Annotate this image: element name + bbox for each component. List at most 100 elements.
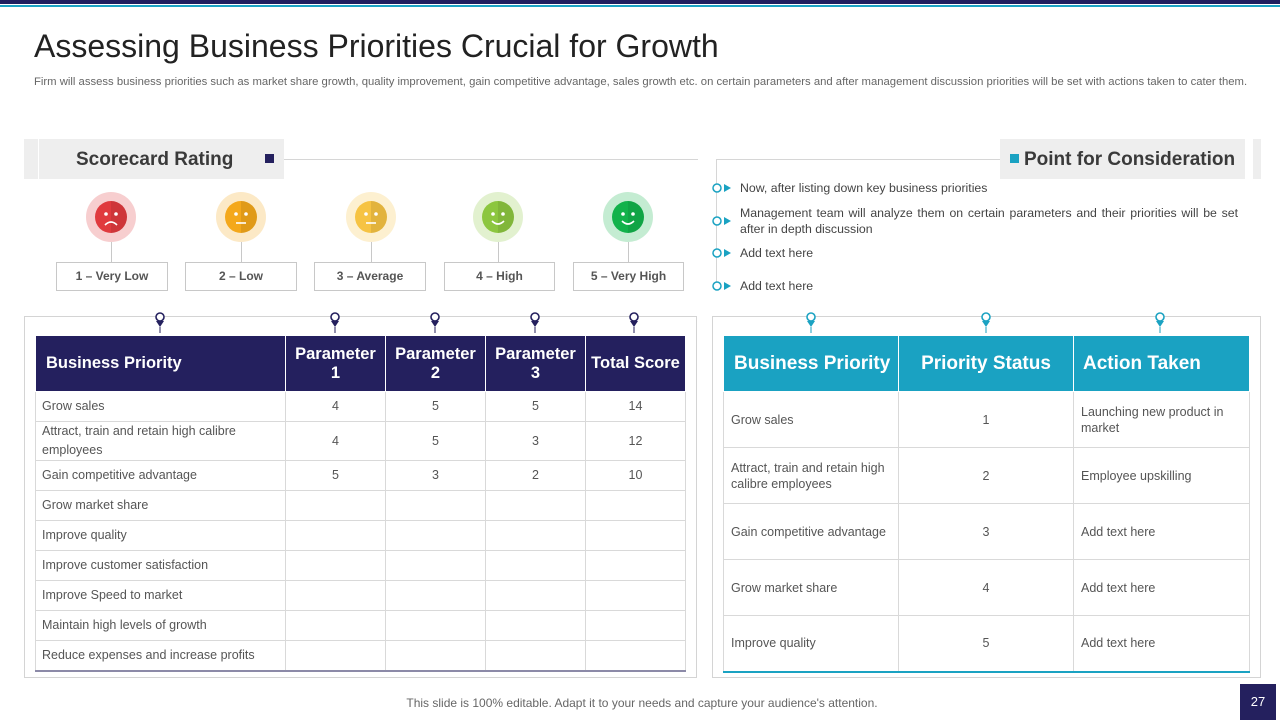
- priority-cell: Grow sales: [723, 391, 899, 448]
- table-row: Attract, train and retain high calibre e…: [35, 421, 686, 461]
- header-parameter-2: Parameter 2: [385, 335, 486, 392]
- score-cell: [585, 550, 686, 581]
- footer-note: This slide is 100% editable. Adapt it to…: [406, 696, 878, 710]
- rating-connector: [371, 242, 372, 262]
- score-cell: 3: [385, 460, 486, 491]
- score-cell: [585, 580, 686, 611]
- score-cell: [485, 610, 586, 641]
- table-row: Improve quality: [35, 520, 686, 551]
- score-cell: 4: [285, 421, 386, 461]
- top-accent-bar: [0, 0, 1280, 7]
- action-cell: Employee upskilling: [1073, 447, 1250, 504]
- score-cell: [285, 550, 386, 581]
- table-row: Gain competitive advantage 3 Add text here: [723, 503, 1250, 560]
- table-row: Improve quality 5 Add text here: [723, 615, 1250, 673]
- priority-cell: Maintain high levels of growth: [35, 610, 286, 641]
- arrow-bullet-icon: [712, 281, 731, 291]
- score-cell: [385, 640, 486, 672]
- pin-marker-icon: [1154, 311, 1166, 333]
- score-table-header-row: Business Priority Parameter 1 Parameter …: [35, 335, 686, 392]
- rating-label: 2 – Low: [185, 262, 297, 291]
- table-row: Grow sales 1 Launching new product in mark…: [723, 391, 1250, 448]
- priority-cell: Improve quality: [35, 520, 286, 551]
- status-table: Business Priority Priority Status Action…: [723, 335, 1250, 673]
- score-cell: 2: [485, 460, 586, 491]
- score-cell: [485, 520, 586, 551]
- scorecard-band: [39, 139, 284, 179]
- score-cell: 10: [585, 460, 686, 491]
- score-cell: [485, 490, 586, 521]
- score-cell: 3: [485, 421, 586, 461]
- pin-marker-icon: [154, 311, 166, 333]
- table-row: Grow sales 4 5 5 14: [35, 391, 686, 422]
- score-cell: [485, 640, 586, 672]
- arrow-bullet-icon: [712, 216, 731, 226]
- scorecard-divider: [284, 159, 698, 160]
- sad-face-icon: [86, 192, 136, 242]
- consideration-band-edge: [1253, 139, 1261, 179]
- neutral-face-icon: [216, 192, 266, 242]
- rating-connector: [241, 242, 242, 262]
- score-cell: 14: [585, 391, 686, 422]
- status-cell: 5: [898, 615, 1074, 673]
- priority-cell: Gain competitive advantage: [35, 460, 286, 491]
- rating-connector: [498, 242, 499, 262]
- priority-cell: Reduce expenses and increase profits: [35, 640, 286, 672]
- arrow-bullet-icon: [712, 183, 731, 193]
- score-cell: [385, 580, 486, 611]
- score-cell: [385, 550, 486, 581]
- score-cell: [385, 610, 486, 641]
- pin-marker-icon: [429, 311, 441, 333]
- score-cell: [285, 640, 386, 672]
- header-action-taken: Action Taken: [1073, 335, 1250, 392]
- table-row: Reduce expenses and increase profits: [35, 640, 686, 672]
- slide-title: Assessing Business Priorities Crucial fo…: [34, 28, 719, 64]
- rating-label: 1 – Very Low: [56, 262, 168, 291]
- score-cell: 4: [285, 391, 386, 422]
- rating-label: 3 – Average: [314, 262, 426, 291]
- table-row: Improve Speed to market: [35, 580, 686, 611]
- pin-marker-icon: [529, 311, 541, 333]
- table-row: Improve customer satisfaction: [35, 550, 686, 581]
- header-business-priority: Business Priority: [35, 335, 286, 392]
- action-cell: Add text here: [1073, 615, 1250, 673]
- header-total-score: Total Score: [585, 335, 686, 392]
- score-cell: [485, 550, 586, 581]
- consideration-title: Point for Consideration: [1024, 149, 1236, 170]
- table-row: Maintain high levels of growth: [35, 610, 686, 641]
- score-cell: 12: [585, 421, 686, 461]
- arrow-bullet-icon: [712, 248, 731, 258]
- priority-cell: Grow market share: [35, 490, 286, 521]
- score-cell: 5: [285, 460, 386, 491]
- score-cell: [585, 640, 686, 672]
- action-cell: Launching new product in market: [1073, 391, 1250, 448]
- table-row: Grow market share: [35, 490, 686, 521]
- header-parameter-1: Parameter 1: [285, 335, 386, 392]
- header-parameter-3: Parameter 3: [485, 335, 586, 392]
- priority-cell: Improve quality: [723, 615, 899, 673]
- scorecard-square-icon: [265, 154, 274, 163]
- score-cell: 5: [385, 391, 486, 422]
- score-cell: [285, 520, 386, 551]
- consideration-divider: [716, 159, 1000, 160]
- consideration-square-icon: [1010, 154, 1019, 163]
- header-business-priority: Business Priority: [723, 335, 899, 392]
- table-row: Gain competitive advantage 5 3 2 10: [35, 460, 686, 491]
- score-cell: 5: [485, 391, 586, 422]
- rating-connector: [628, 242, 629, 262]
- score-cell: [585, 520, 686, 551]
- priority-cell: Attract, train and retain high calibre e…: [35, 421, 286, 461]
- pin-marker-icon: [980, 311, 992, 333]
- action-cell: Add text here: [1073, 559, 1250, 616]
- scorecard-band-edge: [24, 139, 38, 179]
- priority-cell: Gain competitive advantage: [723, 503, 899, 560]
- status-cell: 4: [898, 559, 1074, 616]
- pin-marker-icon: [805, 311, 817, 333]
- slide-subtitle: Firm will assess business priorities suc…: [34, 76, 1248, 88]
- action-cell: Add text here: [1073, 503, 1250, 560]
- status-cell: 2: [898, 447, 1074, 504]
- pin-marker-icon: [628, 311, 640, 333]
- status-table-header-row: Business Priority Priority Status Action…: [723, 335, 1250, 392]
- smile-face-icon: [473, 192, 523, 242]
- status-cell: 3: [898, 503, 1074, 560]
